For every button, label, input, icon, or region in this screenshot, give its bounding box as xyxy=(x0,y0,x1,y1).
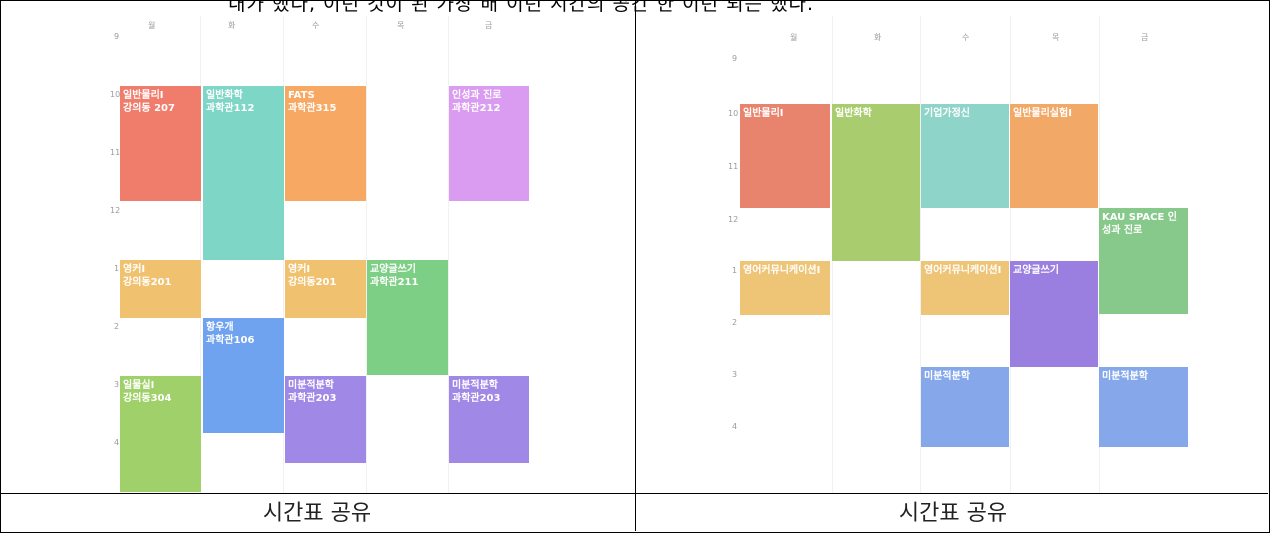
day-label-thu: 목 xyxy=(397,21,405,30)
class-room: 과학관212 xyxy=(452,103,501,114)
hour-label: 11 xyxy=(728,162,739,171)
class-title: 기업가정신 xyxy=(924,108,970,119)
class-title: 인성과 진로 xyxy=(452,90,502,101)
grid-line xyxy=(200,16,201,493)
hour-label: 9 xyxy=(114,32,120,41)
day-label-mon: 월 xyxy=(148,21,156,30)
class-block[interactable]: 미분적분학 xyxy=(921,367,1009,447)
class-block[interactable]: 일반화학 과학관112 xyxy=(203,86,284,260)
day-label-fri: 금 xyxy=(1141,33,1149,42)
hour-label: 10 xyxy=(728,109,739,118)
hour-label: 1 xyxy=(732,266,738,275)
class-block[interactable]: 일반물리I xyxy=(740,104,830,208)
class-block[interactable]: KAU SPACE 인성과 진로 xyxy=(1099,208,1188,314)
class-room: 과학관106 xyxy=(206,335,255,346)
class-title: 미분적분학 xyxy=(452,380,498,391)
grid-line xyxy=(1010,16,1011,493)
class-title: 일반화학 xyxy=(835,108,872,119)
class-block[interactable]: 교양글쓰기 과학관211 xyxy=(367,260,448,375)
hour-label: 4 xyxy=(114,438,120,447)
class-block[interactable]: 영커I 강의동201 xyxy=(120,260,201,318)
timetable-left: 월 화 수 목 금 9 10 11 12 1 2 3 4 일반물리I 강의동 2… xyxy=(0,16,634,493)
hour-label: 1 xyxy=(114,264,120,273)
hour-label: 10 xyxy=(110,90,121,99)
column-divider xyxy=(635,0,636,531)
hour-label: 2 xyxy=(114,322,120,331)
hour-label: 3 xyxy=(114,380,120,389)
class-title: 영커I xyxy=(123,264,146,275)
class-title: 미분적분학 xyxy=(288,380,334,391)
cut-off-text-strip: 내가 했다, 이런 것이 된 가장 배 이런 시간의 공간 한 이런 되는 했다… xyxy=(1,1,1269,17)
class-block[interactable]: 일물실I 강의동304 xyxy=(120,376,201,492)
class-room: 과학관203 xyxy=(288,393,337,404)
row-divider xyxy=(0,493,1268,494)
class-title: 일반물리실험I xyxy=(1013,108,1072,119)
class-block[interactable]: 미분적분학 xyxy=(1099,367,1188,447)
caption-left: 시간표 공유 xyxy=(262,501,372,526)
day-label-wed: 수 xyxy=(312,21,320,30)
class-title: 일반물리I xyxy=(123,90,164,101)
class-room: 과학관211 xyxy=(370,277,419,288)
hour-label: 12 xyxy=(110,206,121,215)
caption-right: 시간표 공유 xyxy=(898,501,1008,526)
class-block[interactable]: 기업가정신 xyxy=(921,104,1009,208)
class-room: 과학관203 xyxy=(452,393,501,404)
class-title: KAU SPACE 인성과 진로 xyxy=(1102,212,1177,236)
class-room: 과학관112 xyxy=(206,103,255,114)
hour-label: 12 xyxy=(728,215,739,224)
hour-label: 3 xyxy=(732,370,738,379)
class-block[interactable]: 인성과 진로 과학관212 xyxy=(449,86,529,201)
day-label-fri: 금 xyxy=(485,21,493,30)
class-block[interactable]: 영커I 강의동201 xyxy=(285,260,366,318)
grid-line xyxy=(920,16,921,493)
class-title: 영어커뮤니케이션I xyxy=(924,265,1002,276)
cut-off-text: 내가 했다, 이런 것이 된 가장 배 이런 시간의 공간 한 이런 되는 했다… xyxy=(228,1,815,15)
class-room: 강의동304 xyxy=(123,393,172,404)
class-block[interactable]: 일반물리실험I xyxy=(1010,104,1098,208)
day-label-wed: 수 xyxy=(962,33,970,42)
hour-label: 4 xyxy=(732,422,738,431)
hour-label: 9 xyxy=(732,54,738,63)
class-block[interactable]: FATS 과학관315 xyxy=(285,86,366,201)
class-room: 과학관315 xyxy=(288,103,337,114)
class-title: 영커I xyxy=(288,264,311,275)
day-label-tue: 화 xyxy=(228,21,236,30)
class-room: 강의동201 xyxy=(123,277,172,288)
class-title: 일물실I xyxy=(123,380,155,391)
timetable-right: 월 화 수 목 금 9 10 11 12 1 2 3 4 일반물리I 일반화학 … xyxy=(636,16,1270,493)
class-block[interactable]: 영어커뮤니케이션I xyxy=(921,261,1009,315)
class-block[interactable]: 교양글쓰기 xyxy=(1010,261,1098,367)
day-label-mon: 월 xyxy=(790,33,798,42)
class-block[interactable]: 미분적분학 과학관203 xyxy=(449,376,529,463)
class-title: 일반화학 xyxy=(206,90,243,101)
class-room: 강의동201 xyxy=(288,277,337,288)
class-block[interactable]: 일반물리I 강의동 207 xyxy=(120,86,201,201)
hour-label: 11 xyxy=(110,148,121,157)
grid-line xyxy=(448,16,449,493)
class-title: 교양글쓰기 xyxy=(1013,265,1059,276)
class-title: 일반물리I xyxy=(743,108,784,119)
day-label-thu: 목 xyxy=(1052,33,1060,42)
class-block[interactable]: 일반화학 xyxy=(832,104,920,261)
class-title: 항우개 xyxy=(206,322,234,333)
class-room: 강의동 207 xyxy=(123,103,175,114)
hour-label: 2 xyxy=(732,318,738,327)
day-label-tue: 화 xyxy=(874,33,882,42)
class-title: 미분적분학 xyxy=(1102,371,1148,382)
class-title: 교양글쓰기 xyxy=(370,264,416,275)
grid-line xyxy=(366,16,367,493)
class-block[interactable]: 항우개 과학관106 xyxy=(203,318,284,433)
class-block[interactable]: 미분적분학 과학관203 xyxy=(285,376,366,463)
class-title: FATS xyxy=(288,90,315,101)
class-title: 영어커뮤니케이션I xyxy=(743,265,821,276)
class-title: 미분적분학 xyxy=(924,371,970,382)
class-block[interactable]: 영어커뮤니케이션I xyxy=(740,261,830,315)
